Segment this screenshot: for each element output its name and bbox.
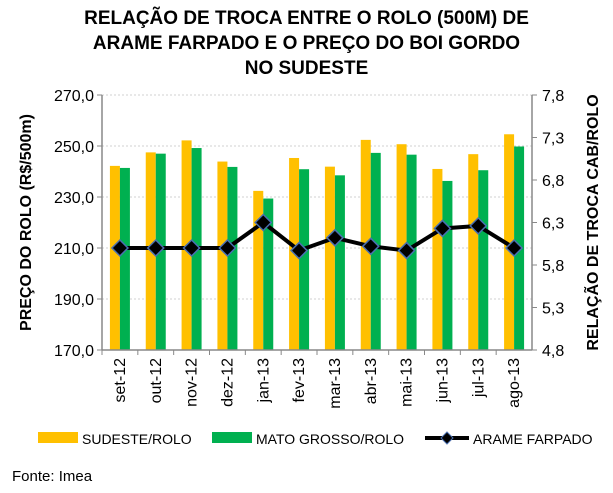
line-marker <box>218 238 237 258</box>
x-tick-label: nov-12 <box>184 358 201 407</box>
line-marker <box>469 216 488 235</box>
y2-tick-label: 4,8 <box>542 343 564 360</box>
y2-axis-label: RELAÇÃO DE TROCA CAB/ROLO <box>582 94 602 350</box>
y2-tick-label: 6,8 <box>542 173 564 190</box>
bar-sudeste-rolo <box>432 168 443 350</box>
bar-mato-grosso-rolo <box>478 170 489 350</box>
bar-sudeste-rolo <box>324 166 335 350</box>
line-arame-farpado <box>119 220 516 253</box>
y-tick-label: 190,0 <box>54 292 94 309</box>
title-line: ARAME FARPADO E O PREÇO DO BOI GORDO <box>92 33 521 54</box>
x-tick-label: mai-13 <box>399 358 416 407</box>
bar-sudeste-rolo <box>217 161 228 350</box>
y2-tick-label: 5,8 <box>542 258 564 275</box>
bar-sudeste-rolo <box>504 134 515 350</box>
x-tick-label: fev-13 <box>291 358 308 403</box>
y-axis-label: PREÇO DO ROLO (R$/500m) <box>18 114 35 331</box>
bar-mato-grosso-rolo <box>119 167 130 350</box>
y-tick-label: 170,0 <box>54 343 94 360</box>
y-tick-label: 210,0 <box>54 241 94 258</box>
line-marker <box>254 213 273 232</box>
y-tick-label: 270,0 <box>54 88 94 105</box>
x-tick-label: mar-13 <box>327 358 344 409</box>
y2-tick-label: 6,3 <box>542 216 564 233</box>
title-line: RELAÇÃO DE TROCA ENTRE O ROLO (500M) DE <box>84 8 529 29</box>
x-tick-label: abr-13 <box>363 358 380 404</box>
title-line: NO SUDESTE <box>244 58 369 79</box>
y-tick-label: 230,0 <box>54 190 94 207</box>
bar-mato-grosso-rolo <box>334 175 345 350</box>
legend-label: MATO GROSSO/ROLO <box>256 431 404 447</box>
line-marker <box>505 238 524 258</box>
line-marker <box>290 241 309 260</box>
x-tick-label: jun-13 <box>434 358 451 404</box>
line-marker <box>146 238 165 258</box>
legend-swatch <box>212 432 252 443</box>
y2-tick-label: 7,8 <box>542 88 564 105</box>
bar-sudeste-rolo <box>109 165 120 350</box>
line-marker <box>433 219 452 238</box>
chart-title: RELAÇÃO DE TROCA ENTRE O ROLO (500M) DE … <box>0 6 613 81</box>
line-marker <box>325 228 344 247</box>
x-tick-label: jul-13 <box>470 358 487 398</box>
bar-mato-grosso-rolo <box>442 180 453 350</box>
bar-mato-grosso-rolo <box>227 166 238 350</box>
bar-mato-grosso-rolo <box>299 169 310 350</box>
x-tick-label: dez-12 <box>219 358 236 407</box>
y2-tick-label: 5,3 <box>542 301 564 318</box>
bar-mato-grosso-rolo <box>263 198 274 350</box>
line-marker <box>397 241 416 260</box>
legend-label: SUDESTE/ROLO <box>82 431 192 447</box>
source-note: Fonte: Imea <box>12 468 93 485</box>
line-marker <box>110 238 129 258</box>
legend-marker <box>440 431 454 445</box>
x-tick-label: out-12 <box>148 358 165 403</box>
x-tick-label: jan-13 <box>255 358 272 404</box>
bar-sudeste-rolo <box>468 154 479 350</box>
legend-label: ARAME FARPADO <box>473 431 593 447</box>
legend-swatch <box>38 432 78 443</box>
bar-mato-grosso-rolo <box>370 152 381 350</box>
x-tick-label: ago-13 <box>506 358 523 408</box>
x-tick-label: set-12 <box>112 358 129 403</box>
bar-sudeste-rolo <box>253 190 264 350</box>
y2-tick-label: 7,3 <box>542 131 564 148</box>
line-marker <box>182 238 201 258</box>
line-marker <box>361 237 380 256</box>
y-tick-label: 250,0 <box>54 139 94 156</box>
